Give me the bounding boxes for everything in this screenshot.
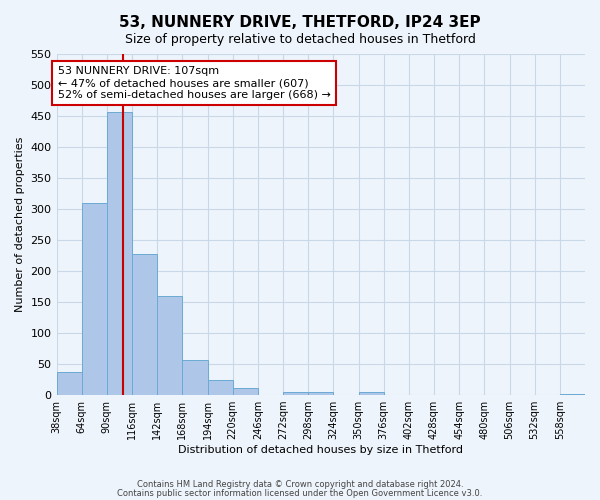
Bar (359, 392, 383, 395)
X-axis label: Distribution of detached houses by size in Thetford: Distribution of detached houses by size … (178, 445, 463, 455)
Y-axis label: Number of detached properties: Number of detached properties (15, 137, 25, 312)
Bar (182, 360, 208, 395)
Bar (132, 254, 157, 395)
Bar (233, 388, 258, 395)
Text: Contains HM Land Registry data © Crown copyright and database right 2024.: Contains HM Land Registry data © Crown c… (137, 480, 463, 489)
Text: 53, NUNNERY DRIVE, THETFORD, IP24 3EP: 53, NUNNERY DRIVE, THETFORD, IP24 3EP (119, 15, 481, 30)
Bar (82, 203, 107, 395)
Text: Size of property relative to detached houses in Thetford: Size of property relative to detached ho… (125, 32, 475, 46)
Text: Contains public sector information licensed under the Open Government Licence v3: Contains public sector information licen… (118, 488, 482, 498)
Bar (157, 296, 182, 395)
Bar (283, 392, 308, 395)
Bar (208, 380, 233, 395)
Bar (107, 112, 132, 395)
Bar (560, 394, 585, 395)
Text: 53 NUNNERY DRIVE: 107sqm
← 47% of detached houses are smaller (607)
52% of semi-: 53 NUNNERY DRIVE: 107sqm ← 47% of detach… (58, 66, 331, 100)
Bar (308, 392, 334, 395)
Bar (56, 372, 82, 395)
